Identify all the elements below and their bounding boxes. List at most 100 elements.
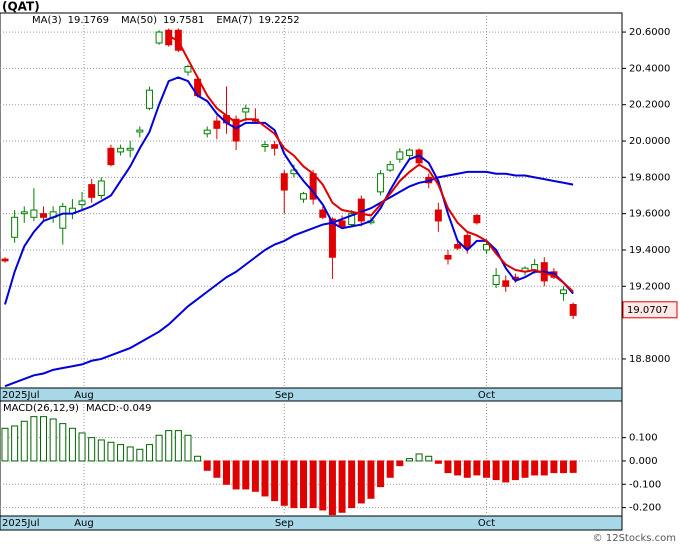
x-tick-label: Aug bbox=[74, 518, 94, 529]
x-tick-label: Oct bbox=[478, 518, 495, 529]
macd-bar bbox=[145, 444, 153, 462]
price-panel bbox=[0, 12, 623, 389]
macd-bar bbox=[88, 437, 96, 462]
macd-bar bbox=[338, 460, 346, 513]
macd-bar bbox=[280, 460, 288, 506]
candle-body bbox=[319, 209, 327, 218]
macd-bar bbox=[1, 427, 9, 462]
candle-body bbox=[184, 66, 192, 73]
candle-body bbox=[97, 180, 105, 197]
last-price: 19.0707 bbox=[627, 305, 668, 316]
candle-body bbox=[20, 211, 28, 215]
macd-bar bbox=[11, 425, 19, 462]
macd-bar bbox=[136, 448, 144, 462]
legend-value: 19.2252 bbox=[258, 15, 299, 26]
legend-value: 19.7581 bbox=[163, 15, 204, 26]
candle-body bbox=[377, 173, 385, 193]
macd-bar bbox=[319, 460, 327, 511]
y-tick-label: 20.0000 bbox=[629, 136, 670, 147]
macd-bar bbox=[531, 460, 539, 476]
candle-body bbox=[483, 244, 490, 251]
candle-body bbox=[11, 216, 19, 238]
legend-value: 19.1769 bbox=[68, 15, 109, 26]
y-tick-label: 0.100 bbox=[629, 433, 658, 444]
macd-bar bbox=[540, 460, 548, 476]
macd-bar bbox=[425, 455, 433, 462]
candle-body bbox=[59, 205, 67, 229]
macd-bar bbox=[155, 434, 163, 462]
candle-body bbox=[1, 258, 9, 262]
macd-bar bbox=[222, 460, 230, 485]
y-tick-label: 19.4000 bbox=[629, 245, 670, 256]
candle-body bbox=[348, 213, 356, 226]
macd-bar bbox=[165, 430, 173, 462]
candle-body bbox=[30, 209, 38, 218]
macd-bar bbox=[20, 420, 28, 462]
macd-bar bbox=[434, 460, 442, 464]
candle-body bbox=[213, 120, 221, 129]
candle-body bbox=[78, 200, 86, 206]
x-tick-label: Sep bbox=[275, 390, 294, 401]
x-tick-label: 2025Jul bbox=[2, 518, 40, 529]
candle-body bbox=[203, 129, 211, 135]
legend-entry: MA(50) bbox=[121, 15, 157, 26]
macd-bar bbox=[203, 460, 211, 471]
macd-bar bbox=[68, 427, 76, 462]
macd-bar bbox=[97, 439, 105, 462]
candle-body bbox=[280, 173, 288, 191]
macd-bar bbox=[242, 460, 250, 490]
candle-body bbox=[492, 274, 500, 285]
candle-body bbox=[405, 149, 413, 157]
macd-bar bbox=[492, 460, 500, 481]
y-tick-label: 19.8000 bbox=[629, 172, 670, 183]
candle-body bbox=[338, 220, 346, 227]
candle-body bbox=[328, 218, 336, 258]
x-tick-label: Sep bbox=[275, 518, 294, 529]
panel-subtitle: MACD:-0.049 bbox=[86, 403, 152, 414]
macd-bar bbox=[290, 460, 298, 509]
macd-bar bbox=[550, 460, 558, 474]
line-series bbox=[168, 34, 574, 293]
macd-bar bbox=[463, 460, 471, 478]
macd-bar bbox=[30, 416, 38, 462]
candle-body bbox=[40, 213, 48, 218]
macd-bar bbox=[444, 460, 452, 474]
y-tick-label: -0.100 bbox=[629, 479, 661, 490]
macd-bar bbox=[348, 460, 356, 509]
x-tick-label: Oct bbox=[478, 390, 495, 401]
candle-body bbox=[434, 209, 442, 222]
line-series bbox=[4, 76, 574, 305]
macd-bar bbox=[117, 444, 125, 462]
y-tick-label: 19.2000 bbox=[629, 281, 670, 292]
macd-bar bbox=[59, 423, 67, 462]
macd-bar bbox=[415, 453, 423, 462]
candle-body bbox=[386, 164, 394, 171]
candle-body bbox=[444, 254, 452, 260]
macd-bar bbox=[454, 460, 462, 476]
macd-bar bbox=[377, 460, 385, 488]
y-tick-label: 20.4000 bbox=[629, 63, 670, 74]
macd-bar bbox=[194, 455, 202, 462]
macd-bar bbox=[405, 458, 413, 462]
macd-bar bbox=[367, 460, 375, 499]
macd-bar bbox=[40, 416, 48, 462]
panel-title: MACD(26,12,9) bbox=[3, 403, 79, 414]
candle-body bbox=[569, 303, 577, 316]
macd-bar bbox=[184, 434, 192, 462]
macd-bar bbox=[126, 446, 134, 462]
macd-bar bbox=[511, 460, 519, 481]
macd-bar bbox=[483, 460, 490, 478]
candle-body bbox=[242, 107, 250, 113]
candle-body bbox=[300, 193, 308, 200]
macd-bar bbox=[232, 460, 240, 490]
macd-bar bbox=[396, 460, 404, 467]
macd-bar bbox=[386, 460, 394, 478]
candle-body bbox=[271, 144, 279, 149]
y-tick-label: -0.200 bbox=[629, 503, 661, 514]
candle-body bbox=[454, 244, 462, 249]
candle-body bbox=[473, 214, 481, 224]
macd-bar bbox=[78, 432, 86, 462]
macd-bar bbox=[251, 460, 259, 492]
